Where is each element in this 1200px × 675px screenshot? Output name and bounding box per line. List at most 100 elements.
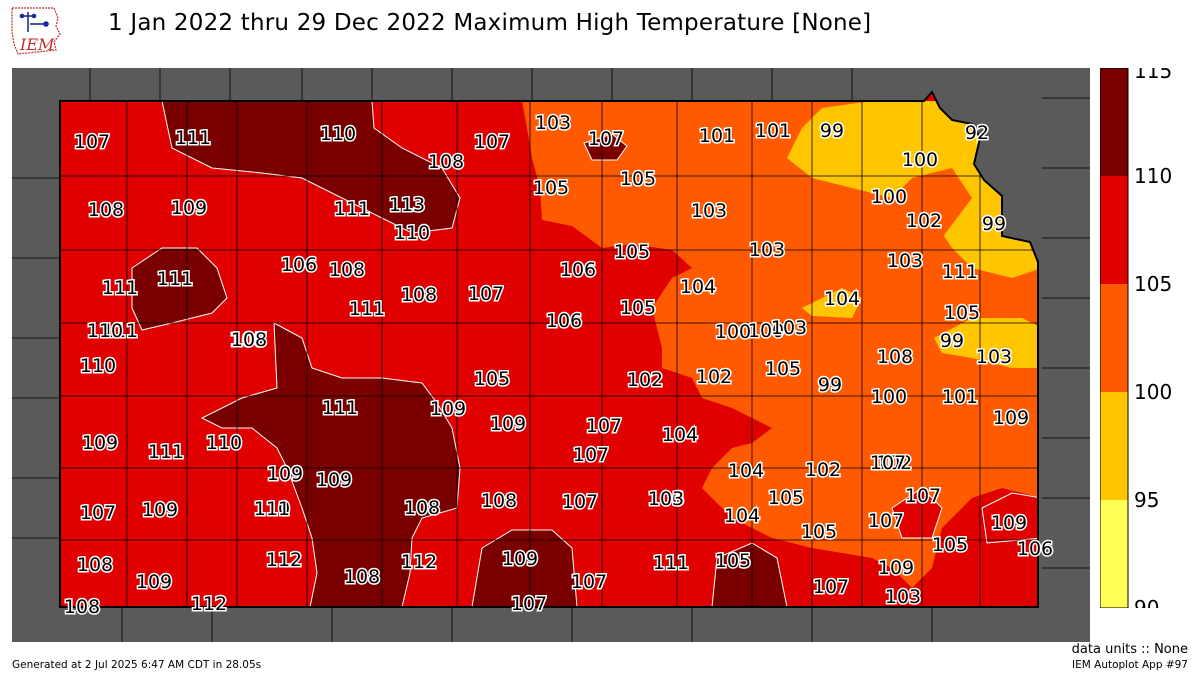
colorbar: 115 110 105 100 95 90 (1100, 68, 1172, 608)
value-label-9: 99 (820, 120, 844, 142)
value-label-85: 107 (868, 510, 904, 532)
zone-105-110-e (891, 487, 943, 539)
value-label-51: 105 (765, 358, 801, 380)
value-label-66: 101 (942, 386, 978, 408)
units-label: data units :: None (1071, 642, 1188, 657)
value-label-64: 102 (696, 366, 732, 388)
value-label-38: 108 (401, 284, 437, 306)
value-label-23: 106 (281, 254, 317, 276)
value-label-8: 101 (755, 120, 791, 142)
value-label-39: 107 (468, 283, 504, 305)
value-label-31: 104 (680, 276, 716, 298)
colorbar-tick-90: 90 (1134, 596, 1159, 608)
iem-logo: IEM (11, 7, 61, 55)
value-label-0: 107 (74, 131, 110, 153)
value-label-101: 108 (64, 596, 100, 618)
value-label-96: 105 (715, 550, 751, 572)
value-label-1: 111 (175, 127, 211, 149)
value-label-47: 105 (474, 368, 510, 390)
value-label-91: 108 (344, 566, 380, 588)
value-label-87: 109 (991, 512, 1027, 534)
colorbar-tick-115: 115 (1134, 68, 1172, 83)
value-label-28: 108 (230, 329, 266, 351)
colorbar-tick-100: 100 (1134, 380, 1172, 404)
value-label-3: 108 (428, 151, 464, 173)
zone-95-100-b (934, 318, 1038, 368)
value-label-52: 99 (818, 374, 842, 396)
value-label-84: 105 (768, 487, 804, 509)
value-label-94: 107 (571, 571, 607, 593)
colorbar-bin-100-105 (1100, 284, 1128, 392)
zone-110-115-b (131, 247, 228, 331)
value-label-92: 112 (401, 551, 437, 573)
value-label-17: 105 (533, 177, 569, 199)
value-label-55: 108 (877, 346, 913, 368)
value-label-11: 100 (902, 149, 938, 171)
value-label-48: 102 (627, 369, 663, 391)
value-label-75: 102 (876, 452, 912, 474)
colorbar-tick-110: 110 (1134, 164, 1172, 188)
value-label-102: 112 (191, 593, 227, 615)
value-label-61: 109 (490, 413, 526, 435)
value-label-45: 110 (80, 355, 116, 377)
value-label-18: 105 (620, 168, 656, 190)
value-label-30: 105 (614, 241, 650, 263)
value-label-36: 107 (231, 329, 267, 351)
value-label-82: 107 (562, 491, 598, 513)
value-label-43: 104 (824, 288, 860, 310)
value-label-29: 106 (560, 259, 596, 281)
value-label-88: 108 (77, 554, 113, 576)
value-label-68: 109 (267, 463, 303, 485)
value-label-74: 102 (805, 459, 841, 481)
value-label-26: 111 (157, 268, 193, 290)
value-label-50: 103 (771, 317, 807, 339)
colorbar-tick-105: 105 (1134, 272, 1172, 296)
value-label-65: 100 (871, 386, 907, 408)
value-label-54: 103 (976, 346, 1012, 368)
value-label-93: 109 (502, 548, 538, 570)
value-label-80: 108 (404, 497, 440, 519)
logo-text: IEM (19, 35, 55, 54)
value-label-106: 103 (885, 586, 921, 608)
value-label-76: 107 (870, 452, 906, 474)
value-label-24: 108 (329, 259, 365, 281)
value-label-56: 109 (82, 432, 118, 454)
value-label-27: 111 (102, 320, 138, 342)
value-label-67: 109 (993, 407, 1029, 429)
value-label-103: 107 (511, 593, 547, 615)
value-label-90: 112 (266, 549, 302, 571)
value-label-73: 104 (728, 460, 764, 482)
value-label-72: 106 (648, 488, 684, 510)
value-label-33: 103 (887, 250, 923, 272)
value-label-34: 111 (942, 261, 978, 283)
value-label-15: 113 (389, 194, 425, 216)
kansas-fill (60, 92, 1038, 607)
value-label-95: 111 (653, 552, 689, 574)
value-label-42: 100 (748, 320, 784, 342)
value-label-81: 108 (481, 490, 517, 512)
value-label-16: 110 (394, 222, 430, 244)
value-label-12: 108 (88, 199, 124, 221)
state-border (59, 90, 1039, 608)
value-label-70: 110 (254, 498, 290, 520)
county-boundaries (60, 101, 1038, 607)
value-label-58: 111 (322, 397, 358, 419)
value-label-79: 111 (254, 498, 290, 520)
value-label-13: 109 (171, 197, 207, 219)
value-label-2: 110 (320, 123, 356, 145)
value-label-83: 103 (648, 488, 684, 510)
value-label-63: 104 (662, 424, 698, 446)
zone-100-105-ne (882, 168, 972, 238)
value-label-53: 99 (940, 330, 964, 352)
value-label-59: 110 (206, 432, 242, 454)
value-label-35: 110 (87, 320, 123, 342)
neighbor-county-lines (12, 68, 1090, 642)
value-label-97: 104 (724, 505, 760, 527)
value-label-105: 107 (813, 576, 849, 598)
zone-110-115-a (161, 100, 461, 234)
app-label: IEM Autoplot App #97 (1072, 659, 1188, 671)
zone-110-115-f (583, 133, 628, 161)
value-label-46: 108 (231, 329, 267, 351)
